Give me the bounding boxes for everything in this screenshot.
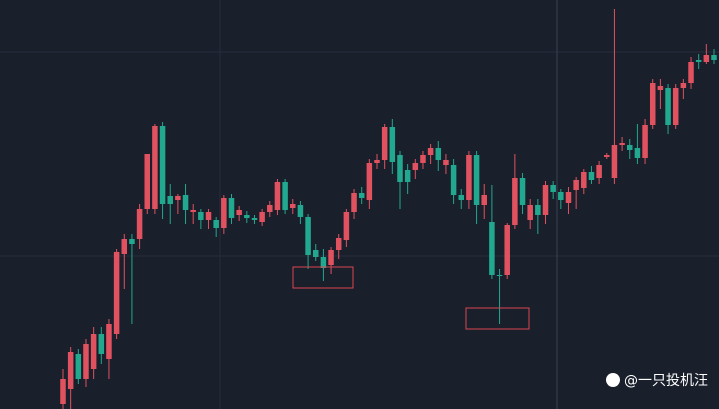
watermark-icon bbox=[606, 373, 620, 387]
candle-body bbox=[596, 165, 602, 178]
candle-body bbox=[198, 212, 204, 220]
candle-body bbox=[626, 145, 633, 150]
candle-body bbox=[320, 257, 327, 268]
candle-body bbox=[282, 182, 288, 210]
candle-body bbox=[267, 205, 273, 212]
candle-body bbox=[473, 155, 480, 205]
candle-body bbox=[435, 148, 442, 160]
candle-body bbox=[672, 88, 679, 125]
candle-body bbox=[228, 198, 235, 218]
candle-body bbox=[312, 250, 319, 257]
candle-body bbox=[67, 352, 74, 389]
candle-body bbox=[512, 178, 518, 225]
candle-body bbox=[297, 205, 304, 217]
candle-body bbox=[328, 250, 334, 265]
candle-body bbox=[366, 163, 373, 200]
candle-body bbox=[642, 125, 648, 158]
candle-body bbox=[374, 160, 380, 163]
candle-body bbox=[75, 354, 82, 379]
candle-body bbox=[665, 88, 671, 125]
candle-body bbox=[121, 239, 128, 254]
candle-body bbox=[221, 198, 227, 228]
candle-body bbox=[466, 155, 472, 200]
candle-body bbox=[412, 163, 419, 170]
candle-body bbox=[657, 86, 664, 90]
candle-body bbox=[136, 209, 143, 239]
candle-body bbox=[588, 172, 595, 180]
candle-body bbox=[335, 238, 342, 250]
candle-body bbox=[113, 252, 120, 334]
candle-body bbox=[274, 182, 281, 210]
candle-body bbox=[695, 60, 702, 62]
candle-body bbox=[205, 212, 212, 220]
candle-body bbox=[305, 217, 311, 255]
candle-body bbox=[290, 204, 296, 208]
candle-body bbox=[404, 170, 411, 182]
candle-body bbox=[427, 148, 434, 155]
candle-body bbox=[60, 379, 66, 404]
candle-body bbox=[381, 127, 388, 160]
candle-body bbox=[358, 193, 365, 198]
candle-body bbox=[389, 127, 396, 162]
candle-body bbox=[458, 195, 465, 200]
candle-body bbox=[129, 239, 135, 244]
candle-body bbox=[489, 222, 495, 275]
candle-body bbox=[450, 165, 457, 195]
candle-body bbox=[251, 218, 258, 220]
candle-body bbox=[680, 83, 687, 88]
candle-body bbox=[649, 83, 656, 125]
candle-body bbox=[443, 160, 449, 165]
candle-body bbox=[535, 205, 541, 215]
candle-body bbox=[711, 55, 717, 60]
candle-body bbox=[565, 192, 572, 203]
candle-body bbox=[83, 344, 89, 379]
candle-body bbox=[152, 126, 158, 209]
candle-body bbox=[634, 148, 641, 158]
candle-body bbox=[527, 205, 533, 220]
candle-body bbox=[190, 210, 196, 212]
candle-body bbox=[581, 172, 587, 188]
candle-body bbox=[397, 155, 403, 182]
candle-body bbox=[236, 210, 242, 215]
candle-body bbox=[259, 212, 265, 222]
candles bbox=[60, 9, 717, 409]
candle-body bbox=[688, 62, 694, 83]
candle-body bbox=[519, 178, 526, 205]
candle-body bbox=[573, 180, 579, 190]
candle-body bbox=[619, 143, 625, 145]
candle-body bbox=[611, 145, 618, 178]
candle-body bbox=[558, 192, 564, 200]
candle-body bbox=[106, 324, 112, 359]
candle-body bbox=[550, 185, 556, 192]
candle-body bbox=[542, 185, 549, 215]
candle-body bbox=[182, 195, 189, 210]
highlight-box bbox=[292, 266, 354, 289]
candle-body bbox=[351, 193, 357, 212]
candle-body bbox=[343, 212, 350, 240]
candle-body bbox=[175, 196, 181, 200]
candle-body bbox=[159, 126, 166, 204]
watermark: @一只投机汪 bbox=[624, 373, 708, 389]
candle-body bbox=[213, 220, 219, 228]
candle-body bbox=[703, 55, 710, 62]
candle-body bbox=[167, 196, 173, 204]
candle-body bbox=[98, 334, 105, 354]
candle-body bbox=[504, 225, 510, 275]
candle-body bbox=[604, 155, 610, 157]
highlight-box bbox=[465, 307, 530, 330]
candle-body bbox=[420, 155, 426, 163]
candle-body bbox=[90, 334, 97, 369]
candle-body bbox=[144, 154, 151, 209]
candle-body bbox=[244, 215, 250, 218]
candle-body bbox=[481, 195, 487, 205]
candle-body bbox=[496, 275, 503, 276]
